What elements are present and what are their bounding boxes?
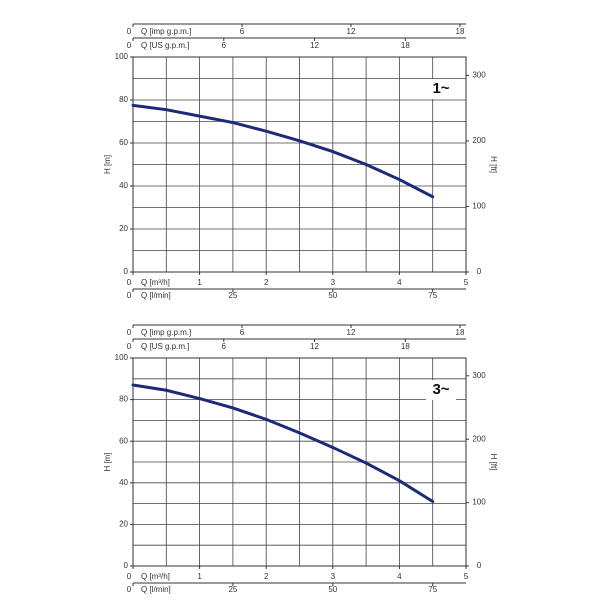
y2-axis-label: H [ft] — [489, 454, 498, 471]
y-axis-label: H [m] — [103, 452, 112, 471]
y2-tick-label: 300 — [472, 71, 486, 80]
x2-axis-label: Q [l/min] — [141, 291, 171, 300]
plot-frame — [132, 357, 467, 567]
y-tick-label: 0 — [124, 561, 129, 570]
y2-tick-label: 100 — [472, 202, 486, 211]
y-tick-label: 60 — [119, 436, 128, 445]
top-tick-label: 12 — [347, 328, 356, 337]
y-tick-label: 40 — [119, 181, 128, 190]
top-axis-label: Q [imp g.p.m.] — [141, 328, 191, 337]
top-tick-label: 0 — [127, 342, 132, 351]
x2-tick-label: 25 — [228, 585, 237, 594]
y-axis-label: H [m] — [103, 155, 112, 174]
x2-tick-label: 75 — [428, 585, 437, 594]
top-axis-label: Q [imp g.p.m.] — [141, 27, 191, 36]
x2-tick-label: 75 — [428, 291, 437, 300]
x-tick-label: 4 — [397, 572, 402, 581]
top-tick-label: 18 — [456, 328, 465, 337]
x2-axis-label: Q [l/min] — [141, 585, 171, 594]
y2-tick-label: 200 — [472, 136, 486, 145]
x-tick-label: 2 — [264, 572, 269, 581]
curve — [131, 103, 435, 199]
x-tick-label: 3 — [331, 278, 336, 287]
y2-tick-label: 0 — [477, 267, 482, 276]
x-tick-label: 0 — [127, 572, 132, 581]
x-axis-label: Q [m³/h] — [141, 572, 170, 581]
label-box — [426, 380, 456, 400]
x-tick-label: 3 — [331, 572, 336, 581]
y-tick-label: 0 — [124, 267, 129, 276]
top-tick-label: 6 — [240, 27, 245, 36]
curve-label: 1~ — [432, 80, 449, 97]
top-tick-label: 18 — [401, 41, 410, 50]
top-tick-label: 18 — [401, 342, 410, 351]
top-axis-label: Q [US g.p.m.] — [141, 342, 189, 351]
top-tick-label: 12 — [347, 27, 356, 36]
x-axis-label: Q [m³/h] — [141, 278, 170, 287]
top-tick-label: 6 — [240, 328, 245, 337]
top-axis-label: Q [US g.p.m.] — [141, 41, 189, 50]
x2-tick-label: 0 — [127, 585, 132, 594]
x2-tick-label: 0 — [127, 291, 132, 300]
curve-label: 3~ — [432, 381, 449, 398]
y-tick-label: 80 — [119, 395, 128, 404]
x-tick-label: 5 — [464, 278, 469, 287]
y-tick-label: 100 — [115, 353, 129, 362]
x2-tick-label: 50 — [328, 291, 337, 300]
top-tick-label: 0 — [127, 41, 132, 50]
top-tick-label: 0 — [127, 27, 132, 36]
y-tick-label: 60 — [119, 138, 128, 147]
x-tick-label: 0 — [127, 278, 132, 287]
y2-tick-label: 200 — [472, 434, 486, 443]
x-tick-label: 1 — [197, 572, 202, 581]
x-tick-label: 4 — [397, 278, 402, 287]
top-tick-label: 6 — [222, 342, 227, 351]
y-tick-label: 80 — [119, 95, 128, 104]
y-tick-label: 40 — [119, 478, 128, 487]
y2-tick-label: 0 — [477, 561, 482, 570]
top-tick-label: 12 — [310, 342, 319, 351]
y-tick-label: 100 — [115, 52, 129, 61]
curve — [131, 383, 435, 504]
top-tick-label: 12 — [310, 41, 319, 50]
x2-tick-label: 50 — [328, 585, 337, 594]
plot-frame — [132, 56, 467, 273]
top-tick-label: 6 — [222, 41, 227, 50]
x-tick-label: 1 — [197, 278, 202, 287]
y2-axis-label: H [ft] — [489, 156, 498, 173]
label-box — [426, 79, 456, 99]
y2-tick-label: 300 — [472, 371, 486, 380]
x-tick-label: 2 — [264, 278, 269, 287]
x2-tick-label: 25 — [228, 291, 237, 300]
y2-tick-label: 100 — [472, 498, 486, 507]
top-tick-label: 18 — [456, 27, 465, 36]
y-tick-label: 20 — [119, 224, 128, 233]
x-tick-label: 5 — [464, 572, 469, 581]
y-tick-label: 20 — [119, 520, 128, 529]
top-tick-label: 0 — [127, 328, 132, 337]
